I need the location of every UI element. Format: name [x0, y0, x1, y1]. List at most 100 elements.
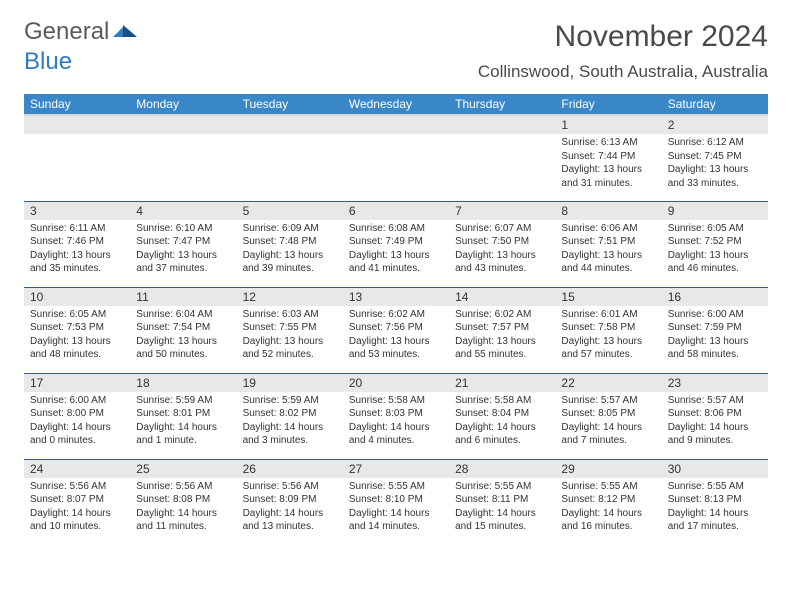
day-line: Sunset: 8:10 PM [349, 493, 443, 507]
day-line: Daylight: 14 hours [668, 421, 762, 435]
day-line: Sunrise: 5:56 AM [243, 480, 337, 494]
day-line: and 43 minutes. [455, 262, 549, 276]
day-line: Sunset: 7:54 PM [136, 321, 230, 335]
day-header: Wednesday [343, 94, 449, 115]
day-line: Sunset: 8:04 PM [455, 407, 549, 421]
day-line: and 16 minutes. [561, 520, 655, 534]
day-line: Daylight: 13 hours [243, 335, 337, 349]
day-details: Sunrise: 5:55 AMSunset: 8:10 PMDaylight:… [343, 478, 449, 538]
day-header: Monday [130, 94, 236, 115]
day-cell: 24Sunrise: 5:56 AMSunset: 8:07 PMDayligh… [24, 459, 130, 545]
day-details: Sunrise: 6:06 AMSunset: 7:51 PMDaylight:… [555, 220, 661, 280]
day-line: Sunset: 8:07 PM [30, 493, 124, 507]
day-number: 28 [449, 460, 555, 478]
day-cell: 6Sunrise: 6:08 AMSunset: 7:49 PMDaylight… [343, 201, 449, 287]
day-cell: 9Sunrise: 6:05 AMSunset: 7:52 PMDaylight… [662, 201, 768, 287]
day-details: Sunrise: 5:56 AMSunset: 8:09 PMDaylight:… [237, 478, 343, 538]
day-line: Daylight: 14 hours [349, 507, 443, 521]
day-line: Daylight: 13 hours [668, 335, 762, 349]
day-line: Sunset: 7:56 PM [349, 321, 443, 335]
day-number: 10 [24, 288, 130, 306]
day-cell: 1Sunrise: 6:13 AMSunset: 7:44 PMDaylight… [555, 115, 661, 201]
day-number: 3 [24, 202, 130, 220]
day-line: Daylight: 14 hours [455, 507, 549, 521]
day-line: Sunrise: 5:56 AM [30, 480, 124, 494]
day-line: Sunset: 7:47 PM [136, 235, 230, 249]
day-details: Sunrise: 6:07 AMSunset: 7:50 PMDaylight:… [449, 220, 555, 280]
day-number: 14 [449, 288, 555, 306]
day-details: Sunrise: 5:55 AMSunset: 8:12 PMDaylight:… [555, 478, 661, 538]
day-line: Sunset: 8:02 PM [243, 407, 337, 421]
day-line: Sunset: 7:48 PM [243, 235, 337, 249]
day-number: 13 [343, 288, 449, 306]
day-cell: 7Sunrise: 6:07 AMSunset: 7:50 PMDaylight… [449, 201, 555, 287]
day-details: Sunrise: 5:56 AMSunset: 8:07 PMDaylight:… [24, 478, 130, 538]
day-number: 7 [449, 202, 555, 220]
day-line: Sunrise: 6:04 AM [136, 308, 230, 322]
day-number: 30 [662, 460, 768, 478]
day-details: Sunrise: 6:04 AMSunset: 7:54 PMDaylight:… [130, 306, 236, 366]
day-cell: 15Sunrise: 6:01 AMSunset: 7:58 PMDayligh… [555, 287, 661, 373]
day-cell [130, 115, 236, 201]
day-line: Sunrise: 6:08 AM [349, 222, 443, 236]
day-line: Daylight: 14 hours [243, 421, 337, 435]
day-line: Sunrise: 5:59 AM [243, 394, 337, 408]
day-line: Sunset: 7:53 PM [30, 321, 124, 335]
day-line: Daylight: 13 hours [668, 163, 762, 177]
day-number: 19 [237, 374, 343, 392]
day-line: Sunrise: 6:02 AM [455, 308, 549, 322]
day-line: Daylight: 13 hours [349, 249, 443, 263]
day-line: Sunset: 7:52 PM [668, 235, 762, 249]
day-line: and 33 minutes. [668, 177, 762, 191]
day-line: and 1 minute. [136, 434, 230, 448]
day-cell: 4Sunrise: 6:10 AMSunset: 7:47 PMDaylight… [130, 201, 236, 287]
day-line: Daylight: 14 hours [243, 507, 337, 521]
day-line: and 3 minutes. [243, 434, 337, 448]
day-line: Daylight: 14 hours [30, 421, 124, 435]
day-cell: 30Sunrise: 5:55 AMSunset: 8:13 PMDayligh… [662, 459, 768, 545]
day-line: Sunrise: 6:12 AM [668, 136, 762, 150]
day-line: Sunrise: 5:55 AM [561, 480, 655, 494]
day-line: and 39 minutes. [243, 262, 337, 276]
day-cell: 14Sunrise: 6:02 AMSunset: 7:57 PMDayligh… [449, 287, 555, 373]
day-line: Sunset: 7:57 PM [455, 321, 549, 335]
day-line: and 10 minutes. [30, 520, 124, 534]
day-details: Sunrise: 6:01 AMSunset: 7:58 PMDaylight:… [555, 306, 661, 366]
location: Collinswood, South Australia, Australia [478, 62, 768, 82]
day-cell: 29Sunrise: 5:55 AMSunset: 8:12 PMDayligh… [555, 459, 661, 545]
day-line: Sunset: 8:09 PM [243, 493, 337, 507]
day-cell: 10Sunrise: 6:05 AMSunset: 7:53 PMDayligh… [24, 287, 130, 373]
day-line: and 48 minutes. [30, 348, 124, 362]
day-cell: 25Sunrise: 5:56 AMSunset: 8:08 PMDayligh… [130, 459, 236, 545]
day-number: 20 [343, 374, 449, 392]
day-line: and 46 minutes. [668, 262, 762, 276]
day-cell: 20Sunrise: 5:58 AMSunset: 8:03 PMDayligh… [343, 373, 449, 459]
day-line: Sunset: 8:11 PM [455, 493, 549, 507]
day-cell [24, 115, 130, 201]
day-cell: 11Sunrise: 6:04 AMSunset: 7:54 PMDayligh… [130, 287, 236, 373]
logo-text-blue: Blue [24, 48, 72, 76]
day-details: Sunrise: 6:08 AMSunset: 7:49 PMDaylight:… [343, 220, 449, 280]
week-row: 3Sunrise: 6:11 AMSunset: 7:46 PMDaylight… [24, 201, 768, 287]
day-line: Sunset: 8:08 PM [136, 493, 230, 507]
day-line: Sunrise: 6:06 AM [561, 222, 655, 236]
day-details: Sunrise: 6:03 AMSunset: 7:55 PMDaylight:… [237, 306, 343, 366]
day-details: Sunrise: 5:57 AMSunset: 8:06 PMDaylight:… [662, 392, 768, 452]
day-number: 24 [24, 460, 130, 478]
day-details: Sunrise: 6:05 AMSunset: 7:53 PMDaylight:… [24, 306, 130, 366]
day-number: 25 [130, 460, 236, 478]
day-line: Sunset: 8:12 PM [561, 493, 655, 507]
week-row: 10Sunrise: 6:05 AMSunset: 7:53 PMDayligh… [24, 287, 768, 373]
day-details: Sunrise: 6:00 AMSunset: 8:00 PMDaylight:… [24, 392, 130, 452]
day-line: and 0 minutes. [30, 434, 124, 448]
day-number: 27 [343, 460, 449, 478]
day-line: Sunrise: 5:55 AM [455, 480, 549, 494]
day-line: Sunrise: 6:09 AM [243, 222, 337, 236]
week-row: 24Sunrise: 5:56 AMSunset: 8:07 PMDayligh… [24, 459, 768, 545]
day-line: Sunrise: 6:00 AM [668, 308, 762, 322]
day-number: 16 [662, 288, 768, 306]
day-line: Sunrise: 5:55 AM [668, 480, 762, 494]
day-line: Sunset: 7:59 PM [668, 321, 762, 335]
day-cell: 12Sunrise: 6:03 AMSunset: 7:55 PMDayligh… [237, 287, 343, 373]
day-cell: 17Sunrise: 6:00 AMSunset: 8:00 PMDayligh… [24, 373, 130, 459]
